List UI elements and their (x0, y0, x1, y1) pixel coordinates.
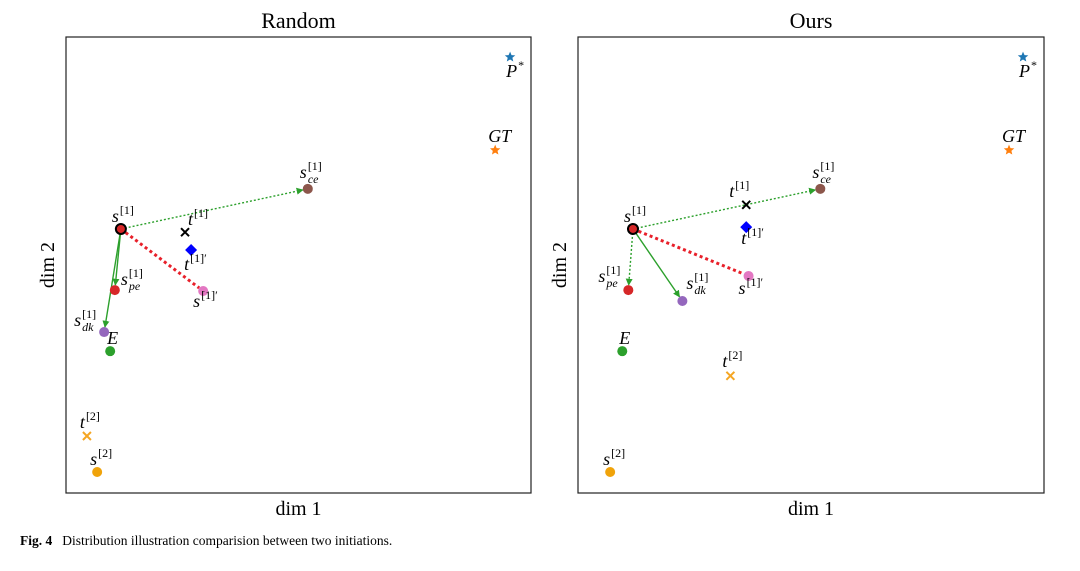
point-label-sup: [1] (308, 159, 322, 173)
x-axis-label: dim 1 (275, 498, 321, 520)
point-label-base: t (729, 181, 735, 201)
point-label-sup: [1] (694, 270, 708, 284)
point-label-sub: pe (605, 276, 618, 290)
x-marker (82, 431, 92, 441)
arrow (119, 227, 201, 290)
point-marker (815, 183, 826, 194)
diamond-marker (185, 243, 198, 256)
x-marker (180, 227, 190, 237)
point-marker (92, 467, 103, 478)
point-label-base: t (80, 412, 86, 432)
point-label-base: s (90, 449, 97, 469)
point-label-sub: dk (82, 320, 94, 334)
star-marker (1017, 51, 1029, 62)
arrow (632, 227, 745, 276)
point-label-base: t (741, 228, 747, 248)
point-label-base: s (193, 291, 200, 311)
chart-title: Random (261, 8, 336, 33)
star-marker (1003, 144, 1015, 155)
point-label-sup: [1] (735, 178, 749, 192)
caption-text: Distribution illustration comparision be… (62, 533, 392, 548)
point-label-base: E (106, 328, 118, 348)
point-label-sub: ce (308, 172, 319, 186)
point-label-sup: [1] (129, 266, 143, 280)
point-label-sup: [2] (611, 446, 625, 460)
point-label-sub: dk (694, 283, 706, 297)
arrow (102, 228, 122, 328)
point-label-sup: * (518, 58, 524, 72)
caption: Fig. 4 Distribution illustration comparis… (20, 533, 392, 548)
point-label-base: P (1018, 61, 1030, 81)
diamond-marker (740, 221, 753, 234)
x-axis-label: dim 1 (788, 498, 834, 520)
point-label-sup: [1] (120, 203, 134, 217)
point-marker (677, 296, 688, 307)
point-label-sub: pe (128, 279, 141, 293)
point-label-base: GT (488, 126, 513, 146)
point-label-base: s (74, 310, 81, 330)
point-label-sub: ce (820, 172, 831, 186)
point-label-sup: [2] (728, 348, 742, 362)
point-marker (605, 467, 616, 478)
point-marker (99, 327, 110, 338)
point-marker (105, 346, 116, 357)
arrow (625, 228, 634, 286)
star-marker (490, 144, 501, 155)
point-label-base: s (686, 273, 693, 293)
point-marker (743, 270, 754, 281)
point-label-sup: [2] (86, 409, 100, 423)
point-label-base: s (121, 269, 128, 289)
point-marker (198, 285, 209, 296)
point-marker (109, 285, 120, 296)
point-label-base: GT (1002, 126, 1027, 146)
arrow (632, 187, 817, 230)
point-label-base: s (112, 206, 119, 226)
point-marker (626, 222, 639, 235)
point-label-base: s (739, 278, 746, 298)
point-label-sup: [1] (632, 203, 646, 217)
point-label-base: t (184, 254, 190, 274)
chart-title: Ours (790, 8, 833, 33)
point-marker (114, 222, 127, 235)
point-label-sup: [1] (606, 263, 620, 277)
x-marker (741, 200, 751, 210)
arrow (120, 187, 304, 230)
point-label-sup: [1] (194, 206, 208, 220)
point-label-base: s (812, 162, 819, 182)
point-marker (623, 285, 634, 296)
point-label-sup: * (1031, 58, 1037, 72)
point-label-base: s (300, 162, 307, 182)
point-label-sup: [1] (82, 307, 96, 321)
point-label-base: E (618, 328, 630, 348)
point-label-sup: [1]′ (201, 288, 218, 302)
point-label-sup: [1]′ (747, 275, 764, 289)
y-axis-label: dim 2 (549, 242, 571, 288)
point-label-base: s (603, 449, 610, 469)
point-label-base: s (598, 266, 605, 286)
plot-frame (577, 36, 1045, 494)
caption-label: Fig. 4 (20, 533, 52, 548)
point-label-base: t (722, 351, 728, 371)
point-marker (302, 183, 313, 194)
star-marker (504, 51, 516, 62)
y-axis-label: dim 2 (37, 242, 59, 288)
point-label-base: t (188, 209, 194, 229)
point-label-base: s (624, 206, 631, 226)
x-marker (725, 371, 736, 381)
point-marker (617, 346, 628, 357)
point-label-base: P (505, 61, 517, 81)
plot-frame (65, 36, 532, 494)
arrow (632, 228, 681, 298)
point-label-sup: [2] (98, 446, 112, 460)
point-label-sup: [1] (820, 159, 834, 173)
point-label-sup: [1]′ (747, 225, 764, 239)
point-label-sup: [1]′ (190, 251, 207, 265)
